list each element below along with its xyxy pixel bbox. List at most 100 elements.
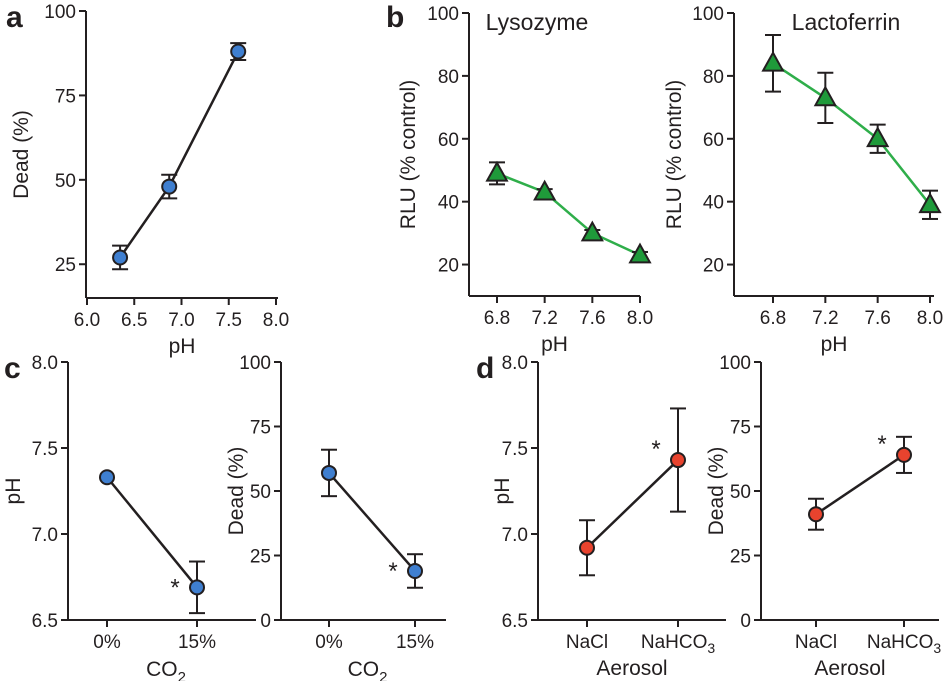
x-axis-label: CO2: [146, 658, 186, 681]
series-line: [106, 476, 198, 589]
x-tick-label: 0%: [315, 632, 343, 653]
significance-star: *: [651, 436, 660, 463]
y-tick-label: 25: [55, 255, 76, 276]
chart-title: Lysozyme: [486, 9, 589, 35]
series-line: [815, 453, 905, 516]
x-tick-label: 15%: [396, 632, 434, 653]
y-tick-label: 40: [703, 193, 724, 214]
y-tick-label: 40: [438, 193, 459, 214]
y-tick-label: 60: [703, 130, 724, 151]
panel-label-c: c: [4, 352, 21, 385]
y-tick-label: 7.0: [502, 525, 528, 546]
x-tick-label: 7.2: [812, 308, 838, 329]
x-tick-label: 8.0: [627, 308, 653, 329]
y-axis-label: Dead (%): [705, 447, 728, 536]
x-tick-label: NaHCO3: [641, 632, 716, 656]
x-tick-label: 7.0: [168, 310, 194, 331]
data-point: [99, 469, 115, 486]
y-tick-label: 7.5: [32, 439, 58, 460]
data-point: [321, 464, 337, 481]
x-axis-label: pH: [821, 333, 848, 356]
y-tick-label: 6.5: [32, 611, 58, 632]
data-point: [808, 506, 824, 523]
x-tick-label: NaCl: [795, 632, 837, 653]
y-axis-label: pH: [491, 478, 514, 505]
data-point: [230, 43, 247, 60]
series-line: [119, 50, 240, 259]
y-axis-label: Dead (%): [10, 110, 33, 199]
y-axis-label: pH: [2, 478, 25, 505]
y-tick-label: 50: [250, 482, 271, 503]
y-tick-label: 7.0: [32, 525, 58, 546]
y-tick-label: 8.0: [32, 353, 58, 374]
data-point: [579, 539, 595, 556]
significance-star: *: [388, 558, 397, 585]
x-tick-label: 8.0: [917, 308, 943, 329]
y-tick-label: 8.0: [502, 353, 528, 374]
x-tick-label: 15%: [178, 632, 216, 653]
data-point: [918, 192, 942, 214]
x-axis-label: Aerosol: [814, 657, 885, 680]
x-axis-label: CO2: [348, 658, 388, 681]
x-tick-label: 0%: [93, 632, 121, 653]
y-tick-label: 75: [250, 418, 271, 439]
y-tick-label: 0: [260, 611, 271, 632]
x-tick-label: NaCl: [566, 632, 608, 653]
series-line: [772, 62, 931, 206]
chart-title: Lactoferrin: [792, 9, 901, 35]
data-point: [533, 179, 557, 201]
panel-label-d: d: [476, 352, 494, 385]
y-tick-label: 7.5: [502, 439, 528, 460]
y-axis-label: RLU (% control): [663, 80, 686, 229]
chart-b1: 20 40 60 80 100 6.8 7.2 7.6 8.0 pH RLU (% control)…: [397, 4, 653, 356]
data-point: [112, 249, 129, 266]
y-tick-label: 20: [703, 256, 724, 277]
x-tick-label: 7.5: [216, 310, 242, 331]
chart-c2: 0 25 50 75 100 0% 15% CO2 Dead (%) *: [225, 353, 446, 681]
x-tick-label: 6.0: [74, 310, 100, 331]
panel-label-a: a: [6, 1, 23, 34]
x-tick-label: 7.6: [579, 308, 605, 329]
x-tick-label: 6.5: [121, 310, 147, 331]
y-tick-label: 100: [427, 4, 459, 25]
panel-label-b: b: [386, 1, 404, 34]
y-tick-label: 80: [438, 67, 459, 88]
data-point: [189, 579, 205, 596]
series-line: [496, 172, 641, 257]
x-tick-label: 7.6: [864, 308, 890, 329]
y-tick-label: 80: [703, 67, 724, 88]
x-tick-label: 8.0: [263, 310, 289, 331]
x-axis-label: pH: [541, 333, 568, 356]
chart-a: 25 50 75 100 6.0 6.5 7.0 7.5 8.0 pH Dead (%): [10, 2, 289, 358]
x-axis-label: pH: [169, 335, 196, 358]
chart-b2: 20 40 60 80 100 6.8 7.2 7.6 8.0 pH RLU (% control)…: [663, 4, 943, 356]
y-tick-label: 0: [740, 611, 751, 632]
y-tick-label: 100: [719, 353, 751, 374]
data-point: [580, 220, 604, 242]
y-tick-label: 75: [55, 86, 76, 107]
data-point: [407, 562, 423, 579]
x-tick-label: 6.8: [484, 308, 510, 329]
y-tick-label: 75: [730, 418, 751, 439]
x-tick-label: NaHCO3: [867, 632, 942, 656]
y-tick-label: 6.5: [502, 611, 528, 632]
data-point: [866, 126, 890, 148]
y-tick-label: 50: [730, 482, 751, 503]
y-tick-label: 100: [239, 353, 271, 374]
y-tick-label: 60: [438, 130, 459, 151]
data-point: [896, 446, 912, 463]
data-point: [761, 50, 785, 72]
y-axis-label: RLU (% control): [397, 80, 420, 229]
data-point: [813, 85, 837, 107]
y-tick-label: 25: [250, 547, 271, 568]
x-tick-label: 7.2: [531, 308, 557, 329]
chart-c1: 6.5 7.0 7.5 8.0 0% 15% CO2 pH *: [2, 353, 256, 681]
y-tick-label: 25: [730, 547, 751, 568]
significance-star: *: [877, 431, 886, 458]
series-line: [328, 472, 416, 572]
data-point: [670, 452, 686, 469]
y-tick-label: 100: [44, 2, 76, 23]
y-tick-label: 50: [55, 171, 76, 192]
